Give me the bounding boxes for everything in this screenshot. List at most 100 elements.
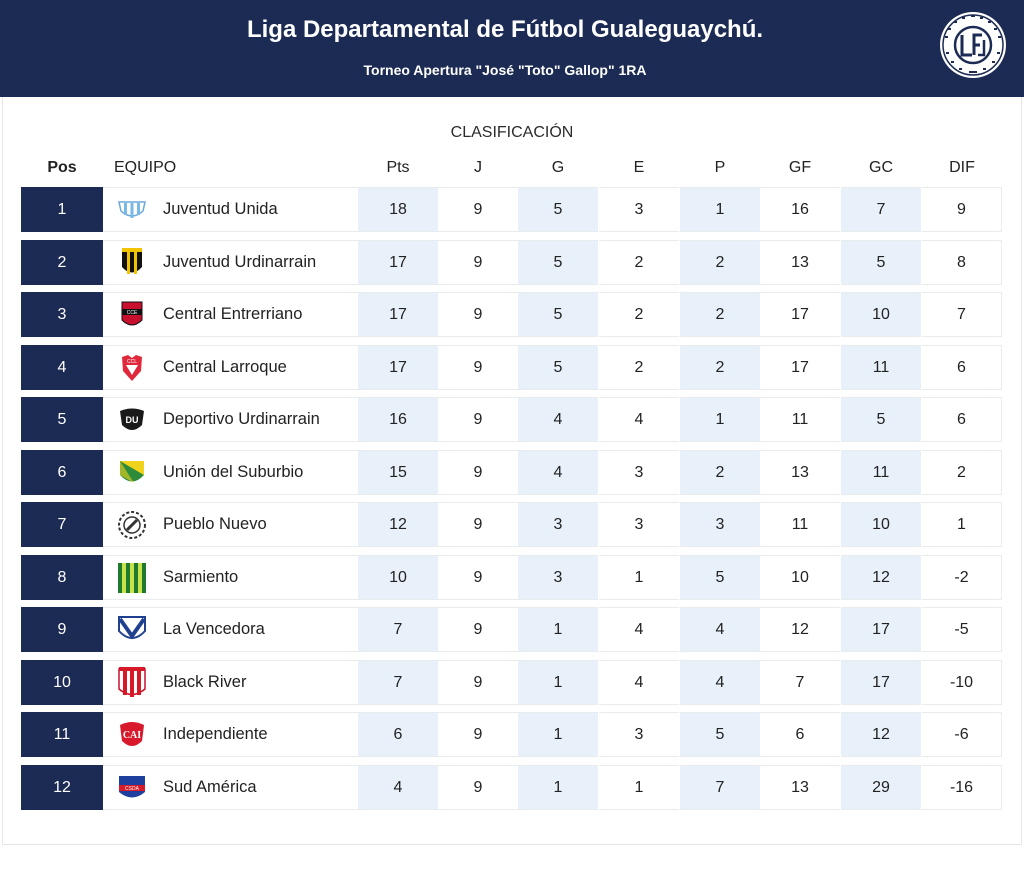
gf-cell: 16 (760, 187, 840, 232)
g-cell: 5 (518, 187, 598, 232)
table-row: 9 La Vencedora 7 9 1 4 4 12 17 -5 (21, 607, 1003, 652)
col-header-j: J (474, 159, 482, 176)
e-cell: 4 (599, 397, 679, 442)
gc-cell: 12 (841, 712, 921, 757)
gf-cell: 17 (760, 345, 840, 390)
team-name: Sud América (163, 778, 257, 796)
team-cell: La Vencedora (103, 607, 358, 652)
col-header-pos: Pos (47, 159, 77, 176)
p-cell: 4 (680, 660, 760, 705)
p-cell: 3 (680, 502, 760, 547)
j-cell: 9 (438, 240, 518, 285)
gf-cell: 11 (760, 397, 840, 442)
red-white-stripes-crest-icon (115, 666, 149, 700)
dif-cell: 6 (922, 397, 1002, 442)
p-cell: 2 (680, 345, 760, 390)
team-name: Unión del Suburbio (163, 463, 304, 481)
pts-cell: 10 (358, 555, 438, 600)
pts-cell: 7 (358, 607, 438, 652)
p-cell: 5 (680, 712, 760, 757)
table-row: 3 CCE Central Entrerriano 17 9 5 2 2 17 10 7 (21, 292, 1003, 337)
red-round-crest-icon: CAI (115, 718, 149, 752)
svg-text:CSDA: CSDA (125, 786, 140, 792)
col-header-e: E (633, 159, 645, 176)
p-cell: 2 (680, 292, 760, 337)
gc-cell: 5 (841, 397, 921, 442)
j-cell: 9 (438, 502, 518, 547)
gc-cell: 17 (841, 660, 921, 705)
green-yellow-stripes-crest-icon (115, 561, 149, 595)
gf-cell: 11 (760, 502, 840, 547)
g-cell: 4 (518, 397, 598, 442)
g-cell: 1 (518, 607, 598, 652)
red-white-crest-icon: CCL (115, 351, 149, 385)
col-header-team: EQUIPO (114, 159, 177, 176)
g-cell: 3 (518, 555, 598, 600)
dif-cell: 9 (922, 187, 1002, 232)
dif-cell: -2 (922, 555, 1002, 600)
p-cell: 5 (680, 555, 760, 600)
position-cell: 12 (21, 765, 103, 810)
pts-cell: 17 (358, 292, 438, 337)
e-cell: 3 (599, 712, 679, 757)
col-header-gf: GF (788, 159, 812, 176)
e-cell: 1 (599, 765, 679, 810)
position-cell: 8 (21, 555, 103, 600)
pts-cell: 17 (358, 345, 438, 390)
team-cell: DU Deportivo Urdinarrain (103, 397, 358, 442)
e-cell: 3 (599, 187, 679, 232)
black-white-crest-icon: DU (115, 403, 149, 437)
j-cell: 9 (438, 450, 518, 495)
p-cell: 2 (680, 240, 760, 285)
e-cell: 3 (599, 450, 679, 495)
team-cell: Juventud Unida (103, 187, 358, 232)
team-name: La Vencedora (163, 620, 265, 638)
dif-cell: 7 (922, 292, 1002, 337)
g-cell: 5 (518, 292, 598, 337)
dif-cell: 1 (922, 502, 1002, 547)
wreath-crest-icon (115, 508, 149, 542)
p-cell: 1 (680, 187, 760, 232)
league-seal-logo (940, 12, 1006, 78)
pts-cell: 15 (358, 450, 438, 495)
j-cell: 9 (438, 765, 518, 810)
sky-blue-stripes-crest-icon (115, 193, 149, 227)
position-cell: 7 (21, 502, 103, 547)
yellow-black-crest-icon (115, 246, 149, 280)
team-name: Sarmiento (163, 568, 239, 586)
p-cell: 1 (680, 397, 760, 442)
position-cell: 5 (21, 397, 103, 442)
j-cell: 9 (438, 555, 518, 600)
j-cell: 9 (438, 187, 518, 232)
gc-cell: 12 (841, 555, 921, 600)
col-header-pts: Pts (386, 159, 410, 176)
section-title: CLASIFICACIÓN (450, 124, 574, 141)
gf-cell: 17 (760, 292, 840, 337)
pts-cell: 18 (358, 187, 438, 232)
e-cell: 4 (599, 607, 679, 652)
position-cell: 11 (21, 712, 103, 757)
table-row: 11 CAI Independiente 6 9 1 3 5 6 12 -6 (21, 712, 1003, 757)
blue-chevron-crest-icon (115, 613, 149, 647)
team-cell: CCE Central Entrerriano (103, 292, 358, 337)
col-header-dif: DIF (949, 159, 975, 176)
team-cell: CCL Central Larroque (103, 345, 358, 390)
position-cell: 9 (21, 607, 103, 652)
green-yellow-crest-icon (115, 456, 149, 490)
dif-cell: -10 (922, 660, 1002, 705)
dif-cell: -6 (922, 712, 1002, 757)
team-cell: Pueblo Nuevo (103, 502, 358, 547)
svg-text:CCL: CCL (127, 359, 137, 365)
gc-cell: 10 (841, 502, 921, 547)
gf-cell: 10 (760, 555, 840, 600)
col-header-g: G (551, 159, 565, 176)
position-cell: 1 (21, 187, 103, 232)
gc-cell: 17 (841, 607, 921, 652)
position-cell: 10 (21, 660, 103, 705)
table-row: 2 Juventud Urdinarrain 17 9 5 2 2 13 5 8 (21, 240, 1003, 285)
blue-red-shield-crest-icon: CSDA (115, 771, 149, 805)
g-cell: 1 (518, 660, 598, 705)
dif-cell: 2 (922, 450, 1002, 495)
p-cell: 7 (680, 765, 760, 810)
pts-cell: 7 (358, 660, 438, 705)
